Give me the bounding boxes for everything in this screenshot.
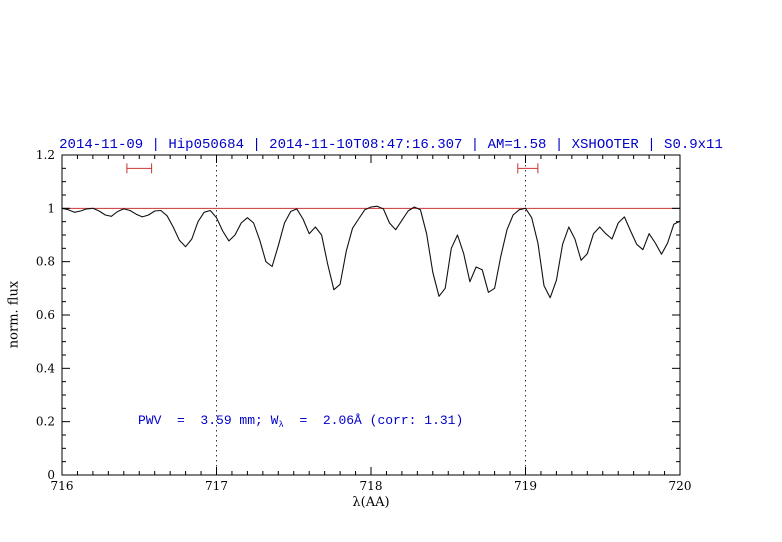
y-tick-labels: 0 0.2 0.4 0.6 0.8 1 1.2 (36, 148, 55, 482)
dotted-vlines (216, 155, 526, 475)
pwv-annotation: PWV = 3.59 mm; Wλ = 2.06Å (corr: 1.31) (138, 413, 463, 430)
y-tick-label: 1.2 (36, 148, 55, 162)
x-axis-label: λ(AA) (352, 495, 390, 510)
y-tick-label: 0.6 (36, 308, 55, 322)
x-tick-label: 718 (360, 479, 383, 493)
x-tick-label: 720 (669, 479, 692, 493)
plot-title: 2014-11-09 | Hip050684 | 2014-11-10T08:4… (59, 137, 723, 153)
y-axis-label: norm. flux (6, 280, 22, 349)
pwv-annotation-lambda-subscript: λ (278, 420, 284, 430)
axis-ticks (61, 154, 681, 476)
y-tick-label: 0.2 (36, 415, 55, 429)
pwv-annotation-prefix: PWV = 3.59 mm; W (138, 413, 279, 428)
y-tick-label: 1 (47, 201, 55, 215)
x-tick-label: 716 (51, 479, 74, 493)
x-tick-label: 717 (205, 479, 228, 493)
x-tick-labels: 716 717 718 719 720 (51, 479, 692, 493)
y-tick-label: 0.4 (36, 361, 55, 375)
spectrum-line (61, 205, 681, 299)
y-tick-label: 0 (47, 468, 55, 482)
pwv-annotation-suffix: = 2.06Å (corr: 1.31) (283, 413, 464, 428)
x-tick-label: 719 (514, 479, 537, 493)
y-tick-label: 0.8 (36, 255, 55, 269)
range-markers (126, 163, 539, 174)
